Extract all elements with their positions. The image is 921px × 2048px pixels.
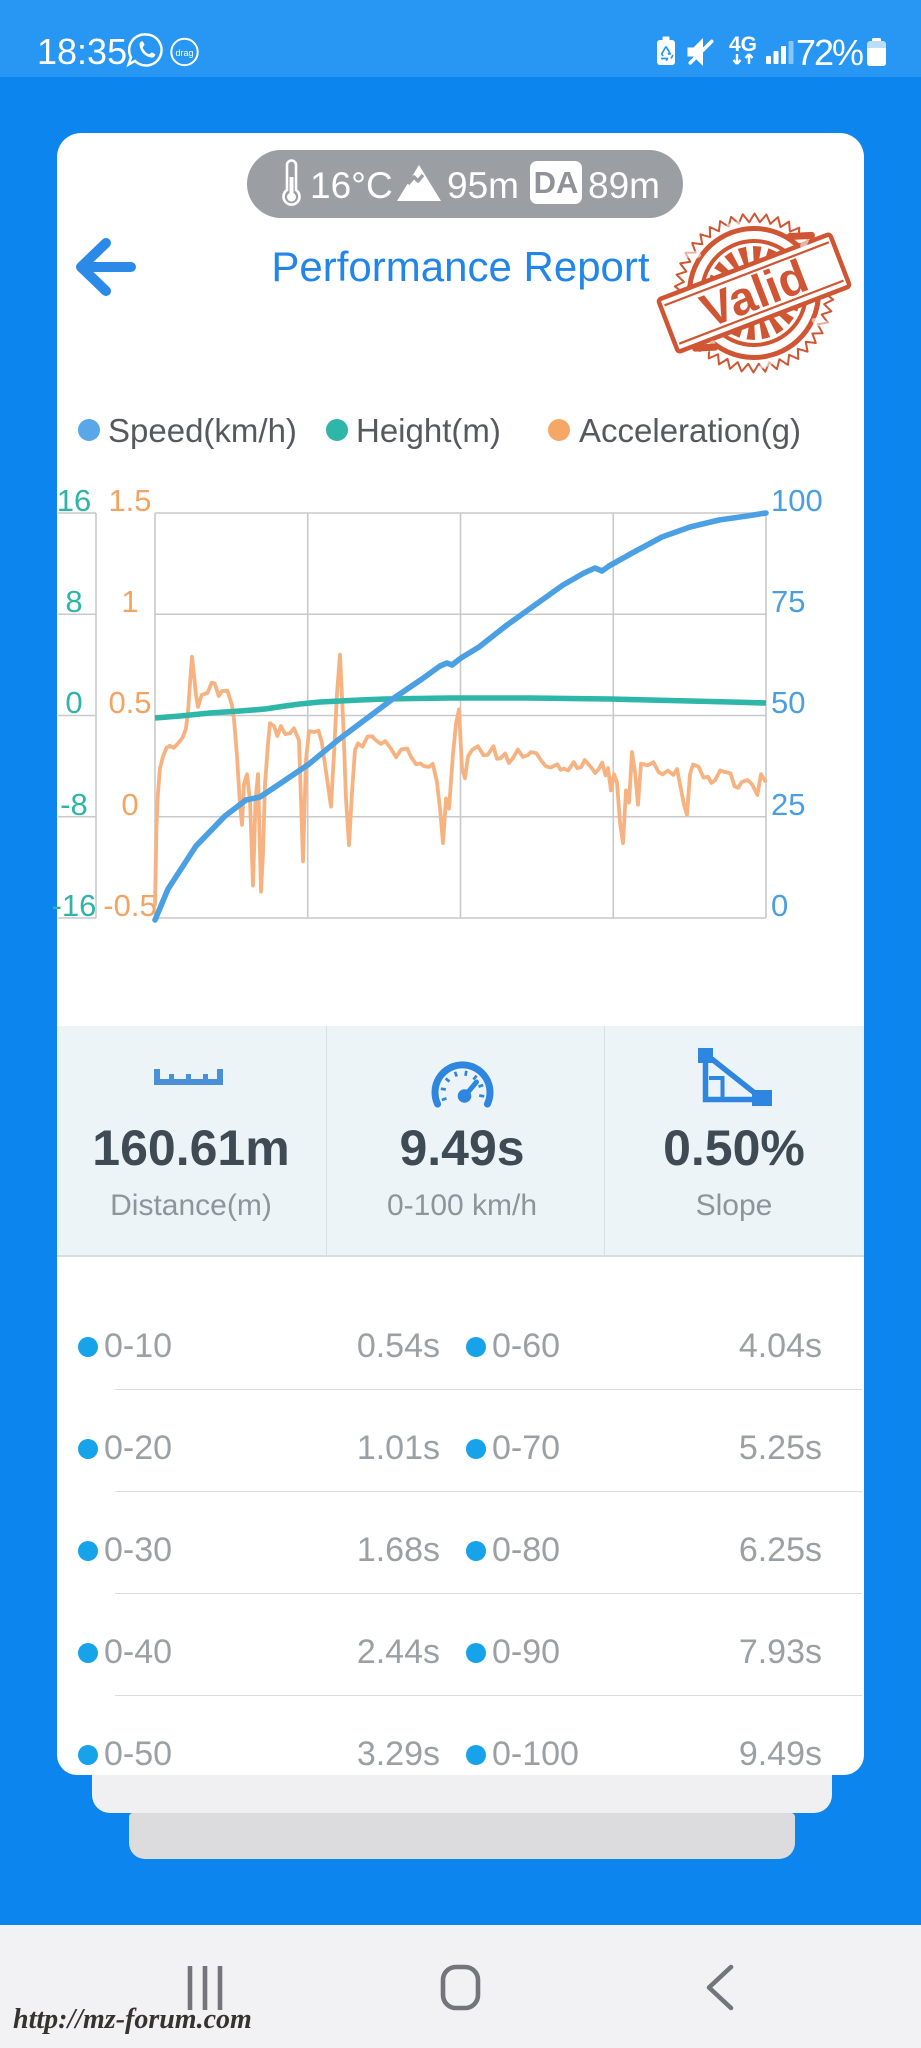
svg-text:75: 75 [771,584,805,619]
svg-text:-16: -16 [52,888,97,923]
svg-text:0: 0 [121,787,138,822]
svg-text:50: 50 [771,685,805,720]
svg-text:8: 8 [65,584,82,619]
svg-text:1.5: 1.5 [108,483,151,518]
svg-text:0.5: 0.5 [108,685,151,720]
svg-text:16: 16 [57,483,91,518]
svg-text:1: 1 [121,584,138,619]
svg-text:100: 100 [771,483,823,518]
svg-text:-8: -8 [60,787,88,822]
svg-text:drag: drag [175,48,193,58]
svg-text:4G: 4G [729,33,757,56]
svg-text:-0.5: -0.5 [103,888,156,923]
svg-text:25: 25 [771,787,805,822]
svg-text:0: 0 [771,888,788,923]
svg-text:0: 0 [65,685,82,720]
